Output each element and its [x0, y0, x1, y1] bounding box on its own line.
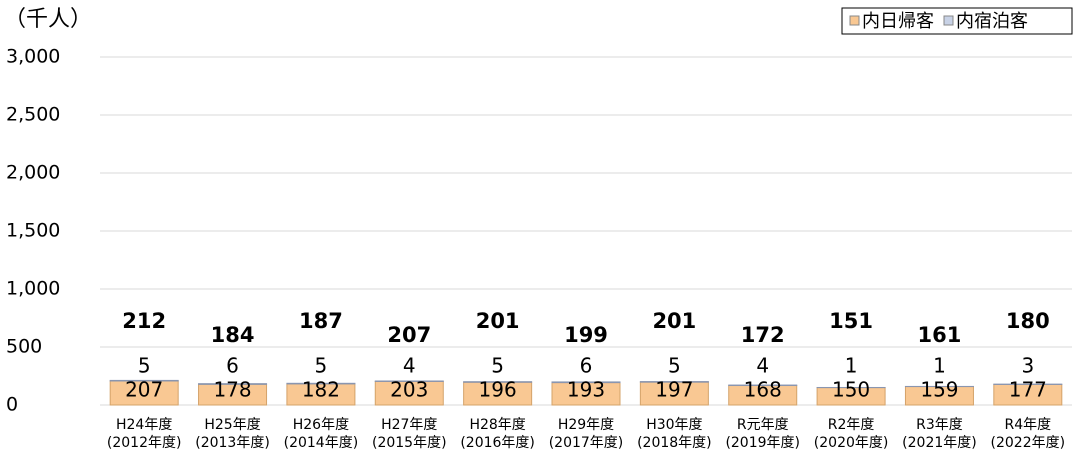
bar-segment: [463, 381, 533, 383]
bar-segment: [109, 380, 179, 406]
legend-swatch: [943, 15, 954, 26]
y-tick-label: 2,000: [6, 162, 60, 184]
y-tick-label: 1,000: [6, 278, 60, 300]
y-tick-label: 500: [6, 336, 42, 358]
data-label: 159: [920, 378, 958, 402]
data-label: 3: [1021, 354, 1034, 378]
x-tick-label: H27年度(2015年度): [372, 417, 447, 451]
x-tick-label: R元年度(2019年度): [725, 417, 800, 451]
data-label: 1: [933, 354, 946, 378]
data-label: 6: [580, 354, 593, 378]
legend-label: 内宿泊客: [956, 11, 1028, 32]
legend-box: [841, 7, 1073, 35]
data-label: 193: [567, 378, 605, 402]
data-label: 5: [491, 354, 504, 378]
data-label: 150: [832, 378, 870, 402]
data-label: 178: [213, 378, 251, 402]
data-label: 5: [315, 354, 328, 378]
data-label: 5: [668, 354, 681, 378]
y-tick-label: 0: [6, 394, 18, 416]
data-label: 177: [1009, 378, 1047, 402]
total-label: 207: [387, 323, 431, 347]
x-tick-label: R2年度(2020年度): [814, 417, 889, 451]
data-label: 182: [302, 378, 340, 402]
bar-segment: [639, 381, 709, 383]
bar-segment: [551, 381, 621, 384]
legend-swatch: [849, 15, 860, 26]
total-label: 212: [122, 309, 166, 333]
data-label: 1: [845, 354, 858, 378]
unit-label: （千人）: [4, 7, 92, 32]
data-label: 207: [125, 378, 163, 402]
total-label: 161: [918, 323, 962, 347]
x-tick-label: H26年度(2014年度): [284, 417, 359, 451]
bar-segment: [109, 379, 179, 382]
x-tick-label: H25年度(2013年度): [195, 417, 270, 451]
data-label: 168: [744, 378, 782, 402]
bar-segment: [286, 382, 356, 385]
legend-label: 内日帰客: [862, 11, 934, 32]
total-label: 187: [299, 309, 343, 333]
y-tick-label: 1,500: [6, 220, 60, 242]
x-tick-label: H28年度(2016年度): [460, 417, 535, 451]
x-tick-label: R3年度(2021年度): [902, 417, 977, 451]
data-label: 196: [479, 378, 517, 402]
x-tick-label: H30年度(2018年度): [637, 417, 712, 451]
total-label: 184: [211, 323, 255, 347]
data-label: 6: [226, 354, 239, 378]
total-label: 201: [476, 309, 520, 333]
total-label: 180: [1006, 309, 1050, 333]
total-label: 199: [564, 323, 608, 347]
data-label: 4: [756, 354, 769, 378]
data-label: 197: [655, 378, 693, 402]
data-label: 4: [403, 354, 416, 378]
total-label: 172: [741, 323, 785, 347]
y-tick-label: 3,000: [6, 46, 60, 68]
data-label: 5: [138, 354, 151, 378]
x-tick-label: H29年度(2017年度): [549, 417, 624, 451]
x-tick-label: H24年度(2012年度): [107, 417, 182, 451]
total-label: 201: [652, 309, 696, 333]
y-tick-label: 2,500: [6, 104, 60, 126]
total-label: 151: [829, 309, 873, 333]
x-tick-label: R4年度(2022年度): [991, 417, 1066, 451]
data-label: 203: [390, 378, 428, 402]
bar-segment: [198, 383, 268, 385]
